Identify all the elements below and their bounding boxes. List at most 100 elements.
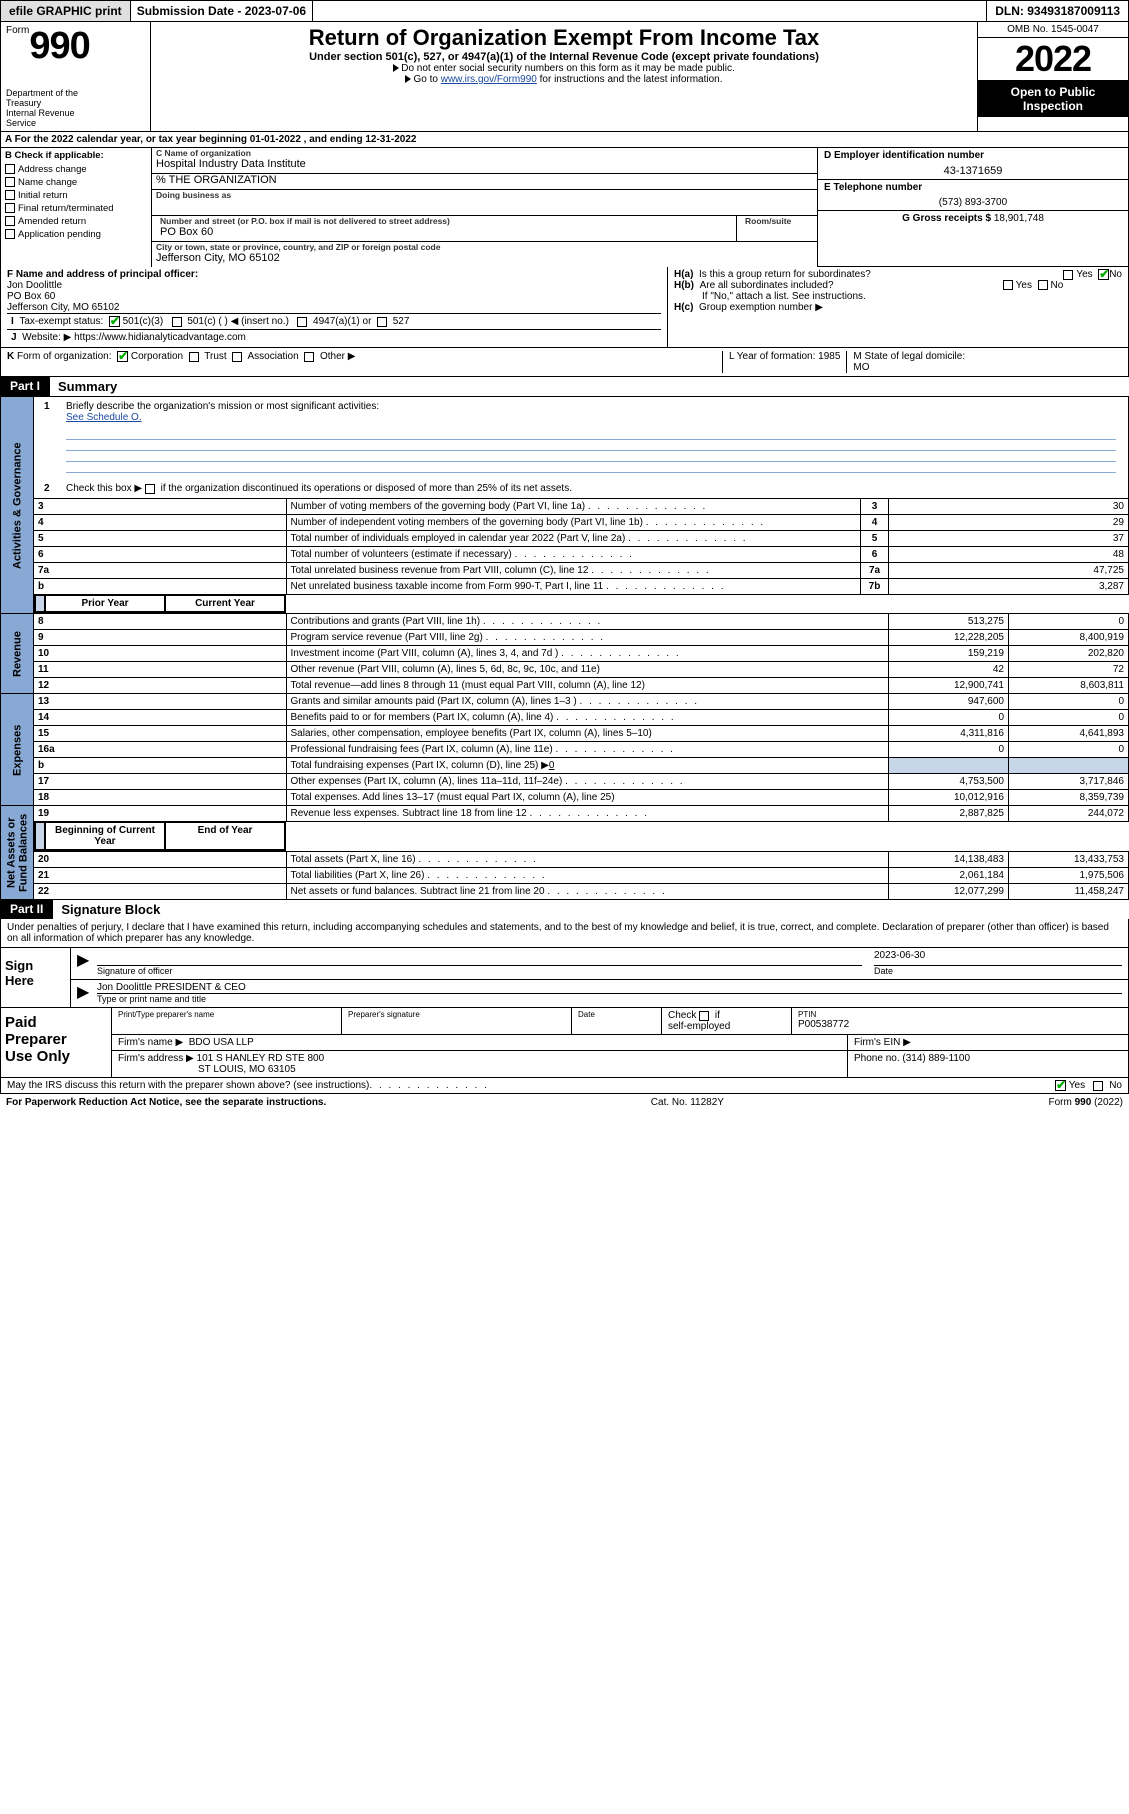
sig-officer-label: Signature of officer (97, 966, 172, 976)
footer: For Paperwork Reduction Act Notice, see … (0, 1094, 1129, 1111)
r8-cy: 0 (1009, 614, 1129, 630)
chk-label: Application pending (18, 229, 101, 240)
r19-cy: 244,072 (1009, 806, 1129, 822)
website-link[interactable]: https://www.hidianalyticadvantage.com (74, 332, 246, 343)
chk-selfemp[interactable] (699, 1011, 709, 1021)
r9-py: 12,228,205 (889, 630, 1009, 646)
chk-527[interactable] (377, 317, 387, 327)
goto-note: Go to www.irs.gov/Form990 for instructio… (157, 74, 971, 85)
irs-link[interactable]: www.irs.gov/Form990 (441, 74, 537, 85)
r21-n: 21 (34, 868, 287, 884)
r7b-d: Net unrelated business taxable income fr… (291, 581, 604, 592)
discuss-text: May the IRS discuss this return with the… (7, 1080, 369, 1091)
triangle-icon (393, 64, 399, 72)
r14-py: 0 (889, 710, 1009, 726)
r4-v: 29 (889, 515, 1129, 531)
r12-d: Total revenue—add lines 8 through 11 (mu… (291, 680, 645, 691)
r5-b: 5 (861, 531, 889, 547)
k-assoc: Association (248, 351, 299, 362)
r22-cy: 11,458,247 (1009, 884, 1129, 900)
firm-addr: 101 S HANLEY RD STE 800 (197, 1053, 325, 1064)
chk-final[interactable]: Final return/terminated (1, 202, 151, 215)
r13-n: 13 (34, 694, 287, 710)
r8-d: Contributions and grants (Part VIII, lin… (291, 616, 481, 627)
efile-print-button[interactable]: efile GRAPHIC print (1, 1, 131, 21)
firm-name-label: Firm's name ▶ (118, 1037, 183, 1048)
rowA-text: For the 2022 calendar year, or tax year … (15, 134, 417, 145)
r7b-v: 3,287 (889, 579, 1129, 595)
bcde-block: B Check if applicable: Address change Na… (0, 148, 1129, 267)
firm-phone: (314) 889-1100 (902, 1053, 970, 1064)
gross-label: G Gross receipts $ (902, 213, 994, 224)
chk-discuss-no[interactable] (1093, 1081, 1103, 1091)
r18-n: 18 (34, 790, 287, 806)
tel-label: E Telephone number (824, 182, 922, 193)
chk-ha-no[interactable] (1098, 269, 1109, 280)
foot-pra: For Paperwork Reduction Act Notice, see … (6, 1097, 326, 1108)
chk-namechange[interactable]: Name change (1, 176, 151, 189)
chk-q2[interactable] (145, 484, 155, 494)
r4-n: 4 (34, 515, 287, 531)
k-label: Form of organization: (17, 351, 112, 362)
hb-text: Are all subordinates included? (700, 280, 834, 291)
col-c: C Name of organization Hospital Industry… (151, 148, 818, 267)
chk-discuss-yes[interactable] (1055, 1080, 1066, 1091)
chk-label: Name change (18, 177, 77, 188)
r6-v: 48 (889, 547, 1129, 563)
chk-pending[interactable]: Application pending (1, 228, 151, 241)
chk-assoc[interactable] (232, 352, 242, 362)
r20-py: 14,138,483 (889, 852, 1009, 868)
r19-d: Revenue less expenses. Subtract line 18 … (291, 808, 527, 819)
arrow-icon: ▶ (71, 948, 91, 979)
chk-501c3[interactable] (109, 316, 120, 327)
q2-t: Check this box ▶ (66, 483, 145, 494)
r14-d: Benefits paid to or for members (Part IX… (291, 712, 554, 723)
r7a-b: 7a (861, 563, 889, 579)
chk-hb-yes[interactable] (1003, 280, 1013, 290)
r16b-n: b (34, 758, 287, 774)
chk-ha-yes[interactable] (1063, 270, 1073, 280)
chk-4947[interactable] (297, 317, 307, 327)
dln-val: 93493187009113 (1027, 4, 1120, 18)
r17-py: 4,753,500 (889, 774, 1009, 790)
hc-text: Group exemption number ▶ (699, 302, 823, 313)
sub-date-lab: Submission Date - (137, 4, 245, 18)
chk-trust[interactable] (189, 352, 199, 362)
r14-n: 14 (34, 710, 287, 726)
l-label: L Year of formation: (729, 351, 818, 362)
part-ii-header: Part II Signature Block (0, 900, 1129, 919)
r12-cy: 8,603,811 (1009, 678, 1129, 694)
chk-amended[interactable]: Amended return (1, 215, 151, 228)
fhi-block: F Name and address of principal officer:… (0, 267, 1129, 348)
r10-n: 10 (34, 646, 287, 662)
r3-b: 3 (861, 499, 889, 515)
r4-d: Number of independent voting members of … (291, 517, 643, 528)
r3-d: Number of voting members of the governin… (291, 501, 586, 512)
col-b: B Check if applicable: Address change Na… (1, 148, 151, 267)
r6-b: 6 (861, 547, 889, 563)
r11-cy: 72 (1009, 662, 1129, 678)
r9-d: Program service revenue (Part VIII, line… (291, 632, 483, 643)
no: No (1109, 1080, 1122, 1091)
r21-d: Total liabilities (Part X, line 26) (291, 870, 425, 881)
r7b-b: 7b (861, 579, 889, 595)
r16a-n: 16a (34, 742, 287, 758)
chk-corp[interactable] (117, 351, 128, 362)
omb-number: OMB No. 1545-0047 (978, 22, 1128, 38)
telephone: (573) 893-3700 (818, 195, 1128, 210)
r22-n: 22 (34, 884, 287, 900)
r5-v: 37 (889, 531, 1129, 547)
r22-d: Net assets or fund balances. Subtract li… (291, 886, 545, 897)
ein-label: D Employer identification number (824, 150, 984, 161)
chk-501c[interactable] (172, 317, 182, 327)
chk-hb-no[interactable] (1038, 280, 1048, 290)
chk-address[interactable]: Address change (1, 163, 151, 176)
chk-initial[interactable]: Initial return (1, 189, 151, 202)
prep-sig-label: Preparer's signature (348, 1010, 565, 1019)
form-number: Form990 (6, 25, 145, 68)
schedule-o-link[interactable]: See Schedule O. (66, 412, 142, 423)
note2a: Go to (413, 74, 440, 85)
chk-other[interactable] (304, 352, 314, 362)
r7a-d: Total unrelated business revenue from Pa… (291, 565, 589, 576)
city-label: City or town, state or province, country… (152, 242, 817, 252)
